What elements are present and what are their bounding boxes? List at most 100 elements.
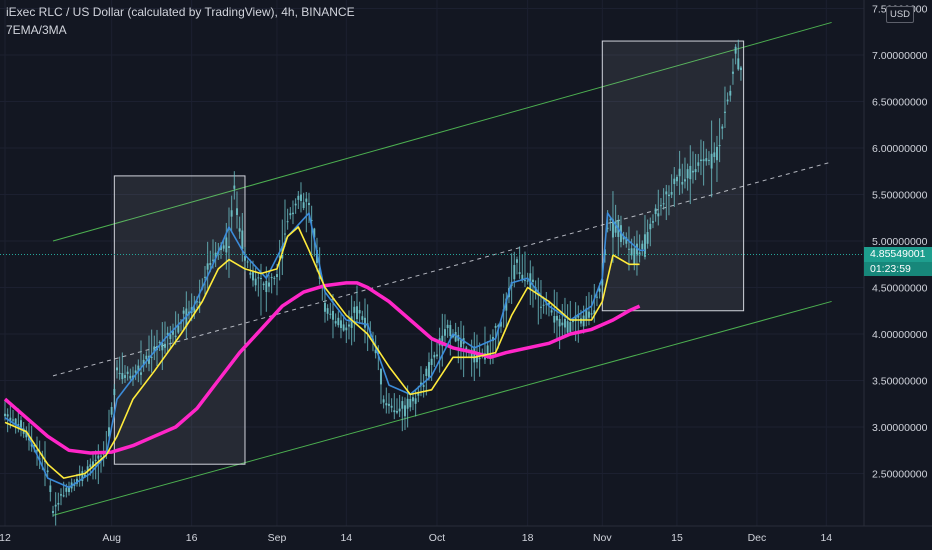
- price-tick-label: 2.50000000: [872, 469, 928, 481]
- price-candle-body: [595, 296, 598, 298]
- price-candle-body: [329, 313, 332, 315]
- currency-badge[interactable]: USD: [886, 6, 914, 23]
- price-candle-body: [161, 342, 164, 351]
- price-candle-body: [83, 474, 86, 477]
- price-candle-body: [622, 235, 625, 240]
- price-tick-label: 6.00000000: [872, 143, 928, 155]
- price-candle-body: [718, 145, 721, 147]
- price-candle-body: [609, 219, 612, 221]
- price-candle-body: [350, 316, 353, 328]
- price-candle-body: [683, 179, 686, 182]
- time-tick-label: 12: [0, 532, 11, 544]
- price-candle-body: [561, 322, 564, 326]
- time-tick-label: 14: [820, 532, 832, 544]
- price-candle-body: [65, 487, 68, 492]
- price-candle-body: [110, 406, 113, 415]
- price-candle-body: [697, 162, 700, 166]
- bar-countdown: 01:23:59: [864, 262, 932, 276]
- price-candle-body: [641, 243, 644, 249]
- price-candle-body: [14, 418, 17, 426]
- price-candle-body: [513, 265, 516, 280]
- price-candle-body: [54, 504, 57, 507]
- price-candle-body: [590, 313, 593, 315]
- price-candle-body: [518, 272, 521, 274]
- price-candle-body: [494, 325, 497, 328]
- price-candle-body: [734, 46, 737, 54]
- price-candle-body: [278, 256, 281, 258]
- price-candle-body: [662, 203, 665, 205]
- price-candle-body: [566, 321, 569, 333]
- price-candle-body: [422, 385, 425, 387]
- price-candle-body: [486, 345, 489, 355]
- highlight-box: [113, 175, 246, 465]
- time-tick-label: Sep: [268, 532, 287, 544]
- price-candle-body: [606, 227, 609, 229]
- price-candle-body: [262, 283, 265, 286]
- time-tick-label: Nov: [593, 532, 612, 544]
- price-candle-body: [707, 159, 710, 161]
- price-candle-body: [505, 298, 508, 311]
- price-candle-body: [406, 398, 409, 409]
- price-candle-body: [339, 320, 342, 329]
- price-candle-body: [691, 170, 694, 173]
- price-candle-body: [681, 181, 684, 185]
- price-candle-body: [305, 198, 308, 202]
- price-candle-body: [542, 304, 545, 306]
- price-candle-body: [195, 301, 198, 303]
- price-candle-body: [4, 413, 6, 417]
- price-candle-body: [121, 373, 124, 380]
- price-candle-body: [17, 424, 20, 426]
- time-tick-label: 16: [186, 532, 198, 544]
- price-candle-body: [134, 370, 137, 373]
- price-tick-label: 5.00000000: [872, 236, 928, 248]
- price-candle-body: [523, 280, 526, 282]
- price-candle-body: [342, 324, 345, 331]
- price-series: [4, 39, 742, 526]
- price-candle-body: [137, 365, 140, 371]
- price-candle-body: [257, 277, 260, 279]
- price-candle-body: [414, 398, 417, 404]
- price-candle-body: [307, 202, 310, 206]
- ema-blue-line: [4, 212, 645, 489]
- price-candle-body: [171, 330, 174, 335]
- price-tick-label: 5.50000000: [872, 190, 928, 202]
- price-candle-body: [459, 340, 462, 348]
- price-candle-body: [411, 397, 414, 402]
- price-candle-body: [241, 230, 244, 249]
- price-candle-body: [67, 487, 70, 493]
- price-candle-body: [107, 427, 110, 437]
- price-candle-body: [515, 259, 518, 263]
- indicator-label[interactable]: 7EMA/3MA: [6, 23, 67, 37]
- price-candle-body: [198, 301, 201, 303]
- price-candle-body: [531, 279, 534, 283]
- price-candle-body: [235, 208, 238, 215]
- price-candle-body: [313, 228, 316, 238]
- time-scale[interactable]: [0, 526, 932, 550]
- price-candle-body: [169, 334, 172, 340]
- price-candle-body: [355, 306, 358, 320]
- price-candle-body: [206, 263, 209, 270]
- price-candle-body: [694, 169, 697, 173]
- chart-title[interactable]: iExec RLC / US Dollar (calculated by Tra…: [6, 5, 355, 19]
- price-candle-body: [651, 221, 654, 223]
- price-candle-body: [211, 259, 214, 261]
- price-candle-body: [555, 315, 558, 321]
- price-candle-body: [401, 401, 404, 409]
- price-candle-body: [643, 234, 646, 257]
- price-candle-body: [737, 58, 740, 70]
- highlight-box: [601, 40, 745, 312]
- price-candle-body: [374, 349, 377, 354]
- highlight-boxes[interactable]: [113, 40, 745, 465]
- price-candle-body: [497, 325, 500, 328]
- price-candle-body: [35, 450, 38, 452]
- price-candle-body: [91, 461, 94, 467]
- price-candle-body: [126, 371, 129, 374]
- price-candle-body: [574, 315, 577, 322]
- price-candle-body: [230, 210, 233, 217]
- price-candle-body: [222, 245, 225, 249]
- price-candle-body: [225, 237, 228, 253]
- trend-channel[interactable]: [52, 21, 832, 516]
- last-price-tag: 4.85549001: [864, 247, 932, 262]
